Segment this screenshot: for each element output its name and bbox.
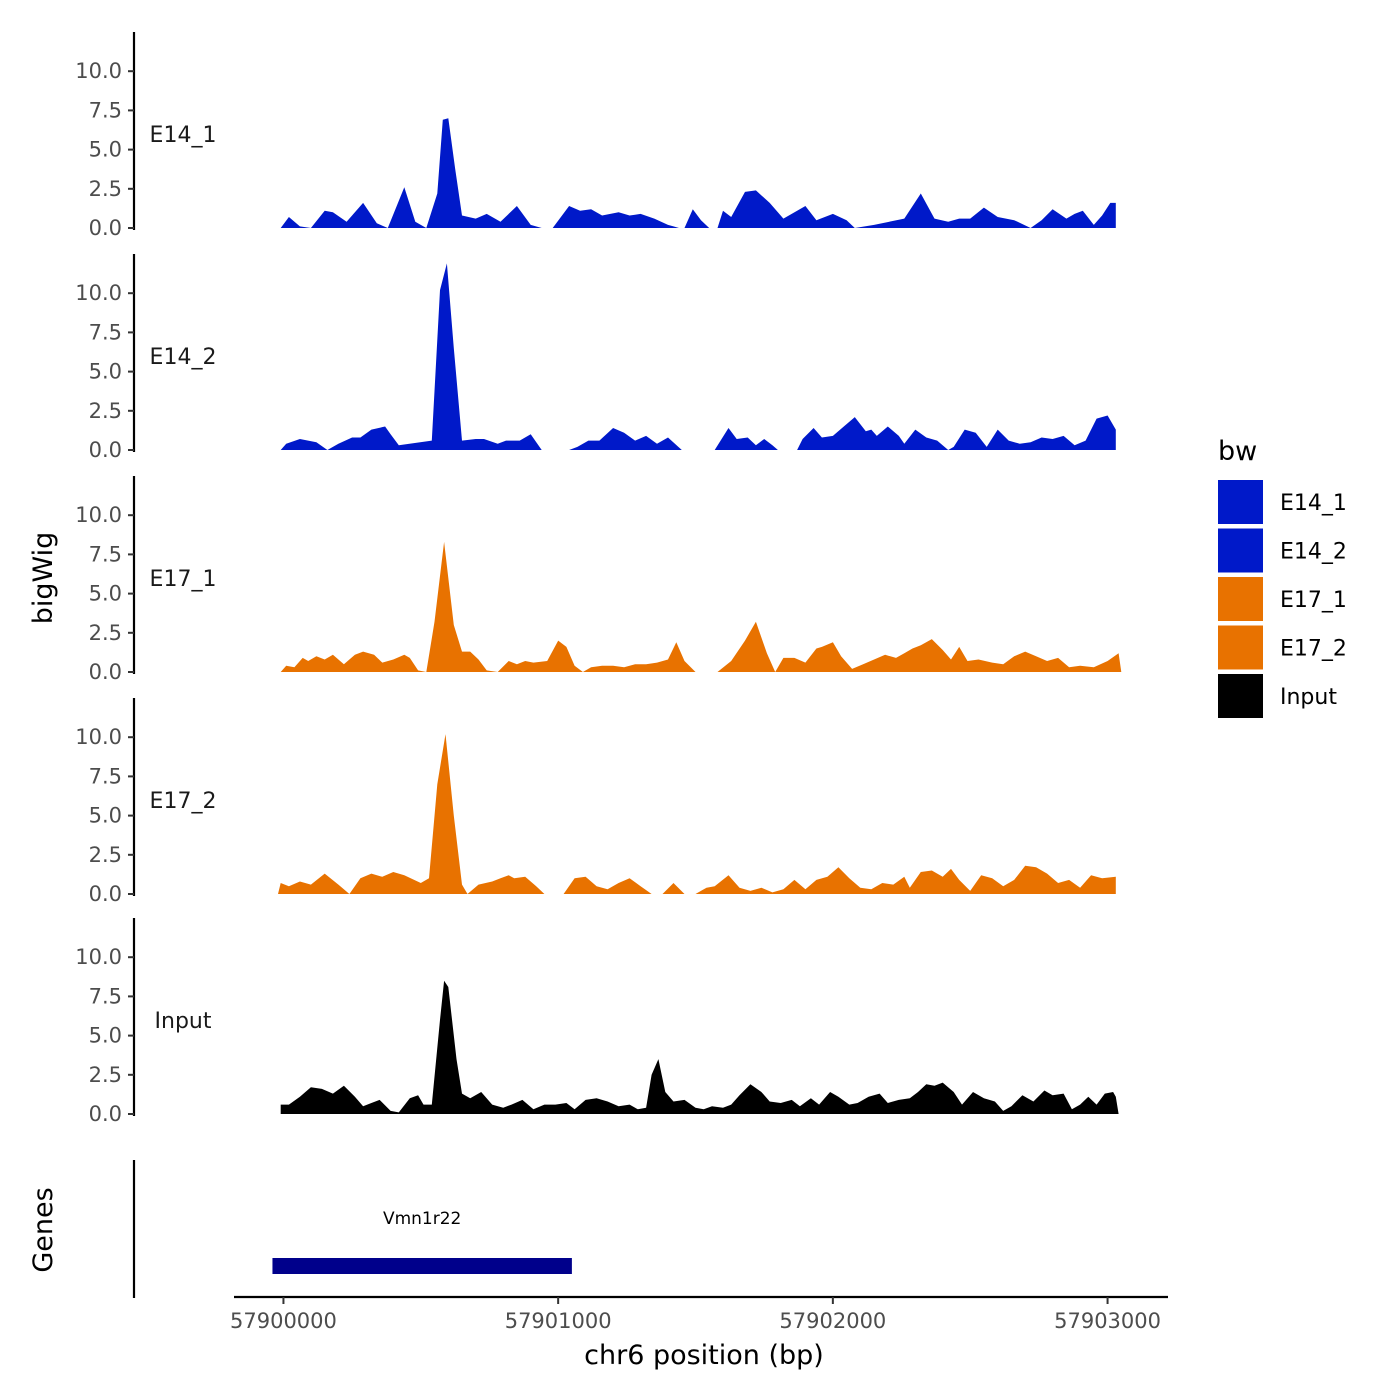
gene-label: Vmn1r22 xyxy=(383,1209,461,1229)
legend-entry: E17_2 xyxy=(1218,625,1347,670)
track-panel-input: 0.0 2.5 5.0 7.5 10.0 Input xyxy=(75,918,1119,1126)
legend: bw E14_1 E14_2 E17_1 E17_2 Input xyxy=(1218,436,1347,718)
y-tick-label: 5.0 xyxy=(89,804,122,828)
y-tick-label: 2.5 xyxy=(89,399,122,423)
y-tick-label: 5.0 xyxy=(89,360,122,384)
y-tick-label: 5.0 xyxy=(89,138,122,162)
signal-area-e14_2 xyxy=(280,263,1116,450)
legend-label: Input xyxy=(1280,685,1337,710)
y-tick-label: 2.5 xyxy=(89,843,122,867)
legend-title: bw xyxy=(1218,436,1257,467)
legend-entry: E17_1 xyxy=(1218,577,1347,621)
signal-area-e14_1 xyxy=(280,118,1116,228)
gene-track: Vmn1r22 xyxy=(132,1160,572,1298)
y-tick-label: 2.5 xyxy=(89,1063,122,1087)
y-tick-label: 10.0 xyxy=(75,945,122,969)
y-tick-label: 0.0 xyxy=(89,216,122,240)
y-tick-label: 0.0 xyxy=(89,882,122,906)
y-tick-label: 2.5 xyxy=(89,177,122,201)
legend-swatch xyxy=(1218,577,1263,621)
x-axis-title: chr6 position (bp) xyxy=(584,1340,824,1371)
y-axis-title: bigWig xyxy=(28,532,59,625)
x-tick-label: 57902000 xyxy=(779,1309,886,1333)
x-tick-label: 57903000 xyxy=(1054,1309,1161,1333)
y-tick-label: 7.5 xyxy=(89,542,122,566)
legend-entry: Input xyxy=(1218,674,1337,718)
y-tick-label: 7.5 xyxy=(89,98,122,122)
signal-area-input xyxy=(280,980,1119,1114)
signal-area-e17_2 xyxy=(278,734,1116,894)
y-tick-label: 7.5 xyxy=(89,320,122,344)
legend-swatch xyxy=(1218,625,1263,670)
track-panel-e14_1: 0.0 2.5 5.0 7.5 10.0 E14_1 xyxy=(75,32,1116,240)
track-panels: 0.0 2.5 5.0 7.5 10.0 E14_1 0.0 2.5 5.0 7.5 10.0 E14… xyxy=(75,32,1122,1126)
y-tick-label: 7.5 xyxy=(89,764,122,788)
legend-label: E14_1 xyxy=(1280,491,1347,516)
track-panel-e17_2: 0.0 2.5 5.0 7.5 10.0 E17_2 xyxy=(75,698,1116,906)
legend-swatch xyxy=(1218,674,1263,718)
y-tick-label: 0.0 xyxy=(89,660,122,684)
track-label: Input xyxy=(155,1009,212,1034)
y-tick-label: 2.5 xyxy=(89,621,122,645)
track-panel-e14_2: 0.0 2.5 5.0 7.5 10.0 E14_2 xyxy=(75,254,1116,462)
legend-entry: E14_1 xyxy=(1218,480,1347,524)
legend-label: E14_2 xyxy=(1280,540,1347,565)
track-label: E17_1 xyxy=(150,567,217,592)
y-tick-label: 10.0 xyxy=(75,281,122,305)
y-tick-label: 10.0 xyxy=(75,59,122,83)
y-tick-label: 10.0 xyxy=(75,503,122,527)
track-panel-e17_1: 0.0 2.5 5.0 7.5 10.0 E17_1 xyxy=(75,476,1122,684)
x-tick-label: 57901000 xyxy=(505,1309,612,1333)
x-tick-label: 57900000 xyxy=(230,1309,337,1333)
legend-label: E17_2 xyxy=(1280,637,1347,662)
y-tick-label: 0.0 xyxy=(89,438,122,462)
track-label: E14_1 xyxy=(150,123,217,148)
legend-label: E17_1 xyxy=(1280,588,1347,613)
y-tick-label: 7.5 xyxy=(89,984,122,1008)
gene-bar xyxy=(272,1258,572,1274)
legend-swatch xyxy=(1218,528,1263,573)
signal-area-e17_1 xyxy=(280,541,1122,672)
genes-axis-title: Genes xyxy=(28,1187,59,1272)
y-tick-label: 0.0 xyxy=(89,1102,122,1126)
y-tick-label: 5.0 xyxy=(89,582,122,606)
y-tick-label: 10.0 xyxy=(75,725,122,749)
y-tick-label: 5.0 xyxy=(89,1024,122,1048)
track-label: E17_2 xyxy=(150,789,217,814)
track-label: E14_2 xyxy=(150,345,217,370)
legend-entry: E14_2 xyxy=(1218,528,1347,573)
x-axis: 57900000 57901000 57902000 57903000 xyxy=(230,1295,1168,1333)
legend-swatch xyxy=(1218,480,1263,524)
